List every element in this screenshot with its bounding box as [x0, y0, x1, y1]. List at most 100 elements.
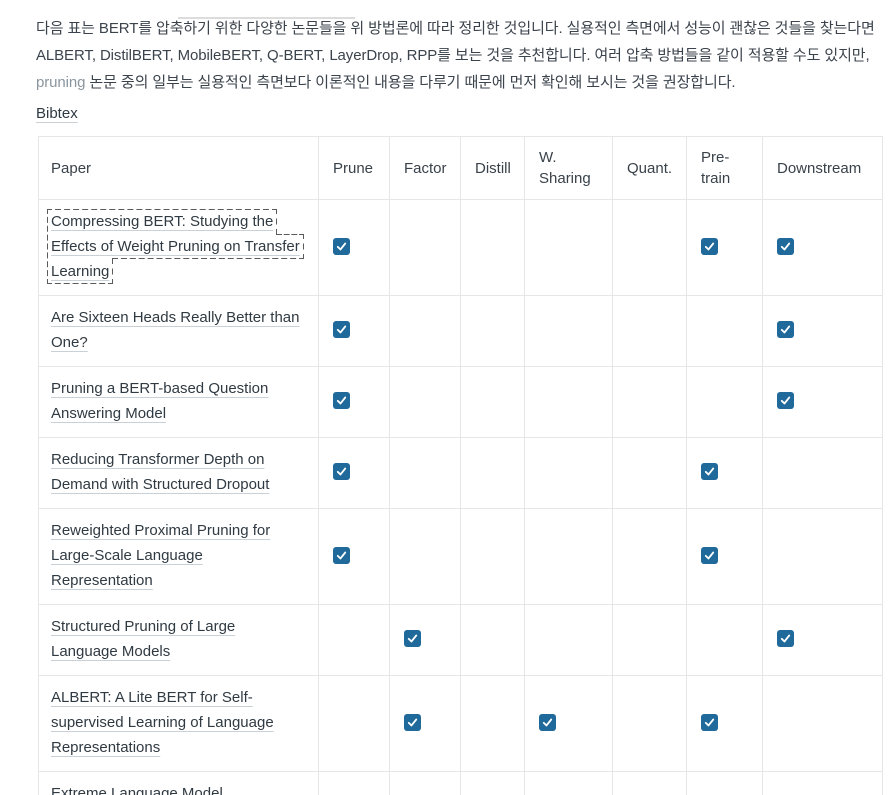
quant-cell — [612, 295, 687, 367]
quant-cell — [612, 771, 687, 795]
factor-cell — [389, 199, 461, 296]
table-row: Compressing BERT: Studying the Effects o… — [38, 199, 883, 296]
w-sharing-cell — [524, 295, 613, 367]
paper-link[interactable]: Structured Pruning of Large Language Mod… — [51, 618, 236, 660]
distill-cell — [460, 437, 525, 509]
paper-link[interactable]: Compressing BERT: Studying the Effects o… — [47, 209, 304, 284]
paper-title-cell: Reweighted Proximal Pruning for Large-Sc… — [38, 508, 319, 605]
downstream-cell — [762, 366, 883, 438]
intro-highlight-term: pruning — [36, 74, 86, 91]
column-header-factor: Factor — [389, 136, 461, 200]
paper-link[interactable]: Reducing Transformer Depth on Demand wit… — [51, 451, 270, 493]
paper-link[interactable]: Pruning a BERT-based Question Answering … — [51, 380, 269, 422]
prune-cell — [318, 199, 390, 296]
prune-cell — [318, 675, 390, 772]
checked-checkbox-icon[interactable] — [333, 392, 350, 409]
distill-cell — [460, 199, 525, 296]
quant-cell — [612, 675, 687, 772]
checked-checkbox-icon[interactable] — [404, 713, 421, 731]
w-sharing-cell — [524, 199, 613, 296]
downstream-cell — [762, 771, 883, 795]
paper-title-cell: Extreme Language Model Compression with … — [38, 771, 319, 795]
paper-title-cell: Compressing BERT: Studying the Effects o… — [38, 199, 319, 296]
checked-checkbox-icon[interactable] — [333, 546, 350, 564]
checked-checkbox-icon[interactable] — [333, 321, 350, 338]
papers-table-body: Compressing BERT: Studying the Effects o… — [38, 199, 883, 795]
w-sharing-cell — [524, 366, 613, 438]
distill-cell — [460, 366, 525, 438]
checked-checkbox-icon[interactable] — [777, 392, 794, 409]
checked-checkbox-icon[interactable] — [701, 463, 718, 480]
w-sharing-cell — [524, 675, 613, 772]
table-row: Are Sixteen Heads Really Better than One… — [38, 295, 883, 367]
column-header-paper: Paper — [38, 136, 319, 200]
quant-cell — [612, 366, 687, 438]
w-sharing-cell — [524, 508, 613, 605]
downstream-cell — [762, 508, 883, 605]
column-header-distill: Distill — [460, 136, 525, 200]
factor-cell — [389, 604, 461, 676]
pre-train-cell — [686, 437, 763, 509]
paper-link[interactable]: Are Sixteen Heads Really Better than One… — [51, 309, 300, 351]
pre-train-cell — [686, 295, 763, 367]
quant-cell — [612, 604, 687, 676]
factor-cell — [389, 295, 461, 367]
intro-paragraph: 다음 표는 BERT를 압축하기 위한 다양한 논문들을 위 방법론에 따라 정… — [36, 15, 882, 96]
paper-title-cell: Reducing Transformer Depth on Demand wit… — [38, 437, 319, 509]
checked-checkbox-icon[interactable] — [333, 237, 350, 255]
checked-checkbox-icon[interactable] — [777, 630, 794, 647]
w-sharing-cell — [524, 604, 613, 676]
downstream-cell — [762, 295, 883, 367]
column-header-pre-train: Pre-train — [686, 136, 763, 200]
downstream-cell — [762, 199, 883, 296]
checked-checkbox-icon[interactable] — [701, 237, 718, 255]
papers-table-header: Paper Prune Factor Distill W. Sharing Qu… — [38, 136, 883, 200]
intro-text-before: 다음 표는 BERT를 압축하기 위한 다양한 논문들을 위 방법론에 따라 정… — [36, 20, 875, 64]
prune-cell — [318, 366, 390, 438]
distill-cell — [460, 771, 525, 795]
table-row: Structured Pruning of Large Language Mod… — [38, 604, 883, 676]
paper-title-cell: Structured Pruning of Large Language Mod… — [38, 604, 319, 676]
checked-checkbox-icon[interactable] — [701, 546, 718, 564]
column-header-quant: Quant. — [612, 136, 687, 200]
pre-train-cell — [686, 366, 763, 438]
factor-cell — [389, 508, 461, 605]
downstream-cell — [762, 604, 883, 676]
factor-cell — [389, 437, 461, 509]
prune-cell — [318, 508, 390, 605]
checked-checkbox-icon[interactable] — [777, 321, 794, 338]
distill-cell — [460, 508, 525, 605]
table-row: Reweighted Proximal Pruning for Large-Sc… — [38, 508, 883, 605]
factor-cell — [389, 366, 461, 438]
paper-title-cell: Pruning a BERT-based Question Answering … — [38, 366, 319, 438]
downstream-cell — [762, 675, 883, 772]
paper-link[interactable]: Reweighted Proximal Pruning for Large-Sc… — [51, 522, 271, 589]
pre-train-cell — [686, 771, 763, 795]
factor-cell — [389, 675, 461, 772]
checked-checkbox-icon[interactable] — [333, 463, 350, 480]
paper-link[interactable]: Extreme Language Model Compression with … — [51, 785, 223, 795]
column-header-downstream: Downstream — [762, 136, 883, 200]
checked-checkbox-icon[interactable] — [539, 713, 556, 731]
pre-train-cell — [686, 604, 763, 676]
column-header-w-sharing: W. Sharing — [524, 136, 613, 200]
quant-cell — [612, 437, 687, 509]
partial-heading-underline — [178, 17, 355, 19]
prune-cell — [318, 437, 390, 509]
bibtex-link[interactable]: Bibtex — [36, 105, 78, 122]
distill-cell — [460, 295, 525, 367]
papers-table: Paper Prune Factor Distill W. Sharing Qu… — [38, 136, 883, 795]
w-sharing-cell — [524, 437, 613, 509]
paper-title-cell: ALBERT: A Lite BERT for Self-supervised … — [38, 675, 319, 772]
paper-link[interactable]: ALBERT: A Lite BERT for Self-supervised … — [51, 689, 274, 756]
paper-title-cell: Are Sixteen Heads Really Better than One… — [38, 295, 319, 367]
pre-train-cell — [686, 675, 763, 772]
column-header-prune: Prune — [318, 136, 390, 200]
intro-text-after: 논문 중의 일부는 실용적인 측면보다 이론적인 내용을 다루기 때문에 먼저 … — [85, 74, 736, 91]
checked-checkbox-icon[interactable] — [777, 237, 794, 255]
quant-cell — [612, 508, 687, 605]
checked-checkbox-icon[interactable] — [701, 713, 718, 731]
distill-cell — [460, 675, 525, 772]
table-row: Pruning a BERT-based Question Answering … — [38, 366, 883, 438]
checked-checkbox-icon[interactable] — [404, 630, 421, 647]
